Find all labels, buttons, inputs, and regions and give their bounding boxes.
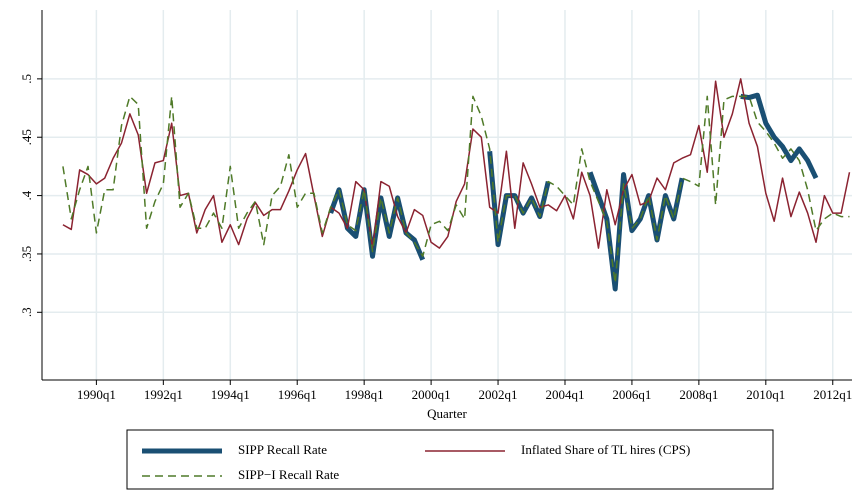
series-line [62, 95, 850, 284]
series-line [62, 78, 851, 249]
x-tick-label: 1996q1 [278, 387, 317, 402]
legend-box [126, 429, 774, 490]
x-tick-label: 2006q1 [612, 387, 651, 402]
x-tick-label: 1998q1 [345, 387, 384, 402]
x-tick-label: 2000q1 [412, 387, 451, 402]
y-tick-label: .45 [19, 129, 34, 145]
legend-label: SIPP Recall Rate [238, 442, 327, 457]
y-tick-label: .3 [19, 307, 34, 317]
legend-label: Inflated Share of TL hires (CPS) [521, 442, 690, 457]
x-axis-title: Quarter [427, 406, 467, 421]
y-tick-label: .4 [19, 190, 34, 200]
y-tick-label: .5 [19, 74, 34, 84]
x-tick-label: 2002q1 [479, 387, 518, 402]
x-tick-label: 2004q1 [545, 387, 584, 402]
x-tick-label: 1992q1 [144, 387, 183, 402]
y-tick-label: .35 [19, 246, 34, 262]
x-tick-label: 1994q1 [211, 387, 250, 402]
series-line [328, 92, 819, 292]
x-tick-label: 2008q1 [679, 387, 718, 402]
x-tick-label: 2010q1 [746, 387, 785, 402]
legend-label: SIPP−I Recall Rate [238, 467, 339, 482]
x-tick-label: 1990q1 [77, 387, 116, 402]
x-tick-label: 2012q1 [813, 387, 852, 402]
